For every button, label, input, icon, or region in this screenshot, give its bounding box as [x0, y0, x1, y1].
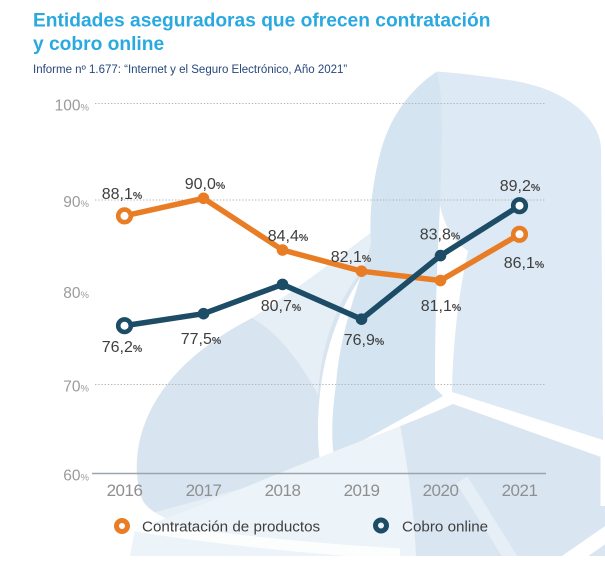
svg-text:83,8%: 83,8%	[420, 227, 461, 244]
svg-text:2018: 2018	[265, 481, 301, 500]
svg-text:89,2%: 89,2%	[500, 178, 541, 195]
svg-text:77,5%: 77,5%	[181, 331, 222, 348]
svg-text:90%: 90%	[63, 194, 89, 211]
svg-text:Informe nº 1.677: “Internet y: Informe nº 1.677: “Internet y el Seguro …	[33, 64, 347, 76]
svg-text:2020: 2020	[423, 481, 459, 500]
svg-text:84,4%: 84,4%	[268, 228, 309, 245]
svg-text:2019: 2019	[344, 481, 380, 500]
svg-text:100%: 100%	[55, 97, 90, 114]
svg-text:88,1%: 88,1%	[102, 186, 143, 203]
svg-text:60%: 60%	[63, 467, 89, 484]
svg-text:86,1%: 86,1%	[504, 255, 545, 272]
svg-text:y cobro online: y cobro online	[33, 34, 164, 55]
svg-text:2021: 2021	[502, 481, 538, 500]
svg-text:81,1%: 81,1%	[421, 298, 462, 315]
svg-text:80,7%: 80,7%	[261, 298, 302, 315]
svg-text:2017: 2017	[186, 481, 222, 500]
svg-text:Cobro online: Cobro online	[402, 519, 488, 536]
svg-text:Contratación de productos: Contratación de productos	[142, 519, 321, 536]
svg-text:80%: 80%	[63, 285, 89, 302]
svg-text:Entidades aseguradoras que ofr: Entidades aseguradoras que ofrecen contr…	[33, 11, 490, 32]
svg-text:2016: 2016	[107, 481, 143, 500]
svg-text:70%: 70%	[63, 378, 89, 395]
svg-text:76,9%: 76,9%	[344, 332, 385, 349]
svg-text:82,1%: 82,1%	[331, 249, 372, 266]
svg-text:76,2%: 76,2%	[102, 339, 143, 356]
svg-text:90,0%: 90,0%	[185, 176, 226, 193]
